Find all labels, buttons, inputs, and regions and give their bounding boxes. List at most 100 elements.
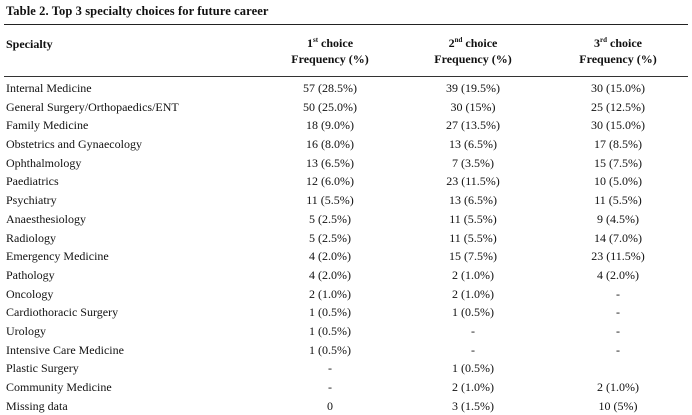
table-row: Intensive Care Medicine 1 (0.5%) - - [0,341,692,360]
row-third-choice-cell: - [616,305,620,320]
row-specialty-cell: Emergency Medicine [6,249,109,264]
table-row: Radiology 5 (2.5%) 11 (5.5%) 14 (7.0%) [0,229,692,248]
row-first-choice-cell: 50 (25.0%) [303,99,357,114]
table-row: Psychiatry 11 (5.5%) 13 (6.5%) 11 (5.5%) [0,191,692,210]
row-specialty-cell: General Surgery/Orthopaedics/ENT [6,99,179,114]
row-specialty-cell: Anaesthesiology [6,211,86,226]
row-third-choice-cell: 10 (5%) [598,398,638,413]
header-first-choice-word: choice [318,36,354,50]
row-specialty-cell: Family Medicine [6,118,89,133]
row-third-choice-cell: - [616,342,620,357]
row-specialty-cell: Internal Medicine [6,81,92,95]
table-row: Community Medicine - 2 (1.0%) 2 (1.0%) [0,378,692,397]
row-third-choice-cell: 25 (12.5%) [591,99,645,114]
row-third-choice-cell: 30 (15.0%) [591,118,645,133]
row-second-choice-cell: 7 (3.5%) [452,155,494,170]
row-second-choice-cell: - [471,342,475,357]
header-second-frequency: Frequency (%) [434,52,512,66]
table-body: Internal Medicine 57 (28.5%) 39 (19.5%) 30 … [0,79,692,415]
row-specialty-cell: Ophthalmology [6,155,82,170]
header-second-choice-label: 2nd choice [418,35,528,51]
table-header-rule [4,76,688,77]
header-third-ordinal-suffix: rd [600,36,607,44]
row-first-choice-cell: 57 (28.5%) [303,81,357,95]
header-specialty: Specialty [6,37,53,51]
table-top-rule [4,24,688,25]
row-specialty-cell: Paediatrics [6,174,59,189]
row-third-choice-cell: - [616,323,620,338]
header-second-choice-word: choice [462,36,498,50]
row-second-choice-cell: 39 (19.5%) [446,81,500,95]
row-second-choice-cell: 3 (1.5%) [452,398,494,413]
row-specialty-cell: Psychiatry [6,193,57,208]
row-specialty-cell: Urology [6,323,46,338]
row-second-choice-cell: 11 (5.5%) [449,230,497,245]
row-first-choice-cell: 1 (0.5%) [309,323,351,338]
table-row: Obstetrics and Gynaecology 16 (8.0%) 13 (6… [0,135,692,154]
row-third-choice-cell: 17 (8.5%) [594,137,642,152]
row-first-choice-cell: 1 (0.5%) [309,305,351,320]
header-third-frequency: Frequency (%) [579,52,657,66]
header-third-choice-word: choice [607,36,642,50]
header-third-choice: 3rd choice Frequency (%) [563,35,673,67]
row-third-choice-cell: 30 (15.0%) [591,81,645,95]
row-specialty-cell: Intensive Care Medicine [6,342,124,357]
row-first-choice-cell: 4 (2.0%) [309,249,351,264]
table-row: Ophthalmology 13 (6.5%) 7 (3.5%) 15 (7.5%) [0,154,692,173]
row-first-choice-cell: 16 (8.0%) [306,137,354,152]
row-first-choice-cell: 4 (2.0%) [309,267,351,282]
header-third-choice-label: 3rd choice [563,35,673,51]
row-first-choice-cell: 5 (2.5%) [309,211,351,226]
row-first-choice-cell: 12 (6.0%) [306,174,354,189]
table-row: Cardiothoracic Surgery 1 (0.5%) 1 (0.5%) - [0,303,692,322]
row-second-choice-cell: 30 (15%) [450,99,496,114]
row-specialty-cell: Plastic Surgery [6,361,79,376]
header-first-ordinal-suffix: st [312,36,319,44]
row-first-choice-cell: 18 (9.0%) [306,118,354,133]
row-second-choice-cell: 13 (6.5%) [449,137,497,152]
row-second-choice-cell: 11 (5.5%) [449,211,497,226]
row-third-choice-cell: 2 (1.0%) [597,380,639,394]
header-first-choice-label: 1st choice [275,35,385,51]
header-third-ordinal-number: 3 [594,36,600,50]
table-row: Emergency Medicine 4 (2.0%) 15 (7.5%) 23 (1… [0,247,692,266]
row-third-choice-cell: 15 (7.5%) [594,155,642,170]
row-specialty-cell: Cardiothoracic Surgery [6,305,119,320]
row-second-choice-cell: 1 (0.5%) [452,305,494,320]
header-second-ordinal-suffix: nd [454,36,463,44]
row-specialty-cell: Pathology [6,267,55,282]
table-row: Missing data 0 3 (1.5%) 10 (5%) [0,397,692,415]
row-third-choice-cell: 4 (2.0%) [597,267,639,282]
header-first-choice: 1st choice Frequency (%) [275,35,385,67]
table-row: Anaesthesiology 5 (2.5%) 11 (5.5%) 9 (4.5%) [0,210,692,229]
table-row: Plastic Surgery - 1 (0.5%) [0,359,692,378]
header-second-ordinal-number: 2 [448,36,455,50]
row-third-choice-cell: - [616,286,620,301]
row-second-choice-cell: 2 (1.0%) [452,267,494,282]
row-specialty-cell: Radiology [6,230,56,245]
row-first-choice-cell: - [328,380,332,394]
row-second-choice-cell: 23 (11.5%) [446,174,500,189]
row-third-choice-cell: 23 (11.5%) [591,249,645,264]
header-first-ordinal-number: 1 [306,36,313,50]
row-second-choice-cell: 13 (6.5%) [449,193,497,208]
row-first-choice-cell: - [328,361,332,376]
row-first-choice-cell: 0 [327,398,333,413]
table-row: Pathology 4 (2.0%) 2 (1.0%) 4 (2.0%) [0,266,692,285]
row-second-choice-cell: 2 (1.0%) [452,380,494,394]
row-third-choice-cell: 11 (5.5%) [594,193,642,208]
row-first-choice-cell: 2 (1.0%) [309,286,351,301]
row-first-choice-cell: 5 (2.5%) [309,230,351,245]
table-row: Family Medicine 18 (9.0%) 27 (13.5%) 30 (15… [0,116,692,135]
row-third-choice-cell: 14 (7.0%) [594,230,642,245]
row-specialty-cell: Missing data [6,398,68,413]
row-first-choice-cell: 13 (6.5%) [306,155,354,170]
row-second-choice-cell: 1 (0.5%) [452,361,494,376]
row-specialty-cell: Oncology [6,286,54,301]
row-third-choice-cell: 10 (5.0%) [594,174,642,189]
row-third-choice-cell: 9 (4.5%) [597,211,639,226]
row-specialty-cell: Community Medicine [6,380,112,394]
row-specialty-cell: Obstetrics and Gynaecology [6,137,142,152]
table-row: Paediatrics 12 (6.0%) 23 (11.5%) 10 (5.0%) [0,172,692,191]
